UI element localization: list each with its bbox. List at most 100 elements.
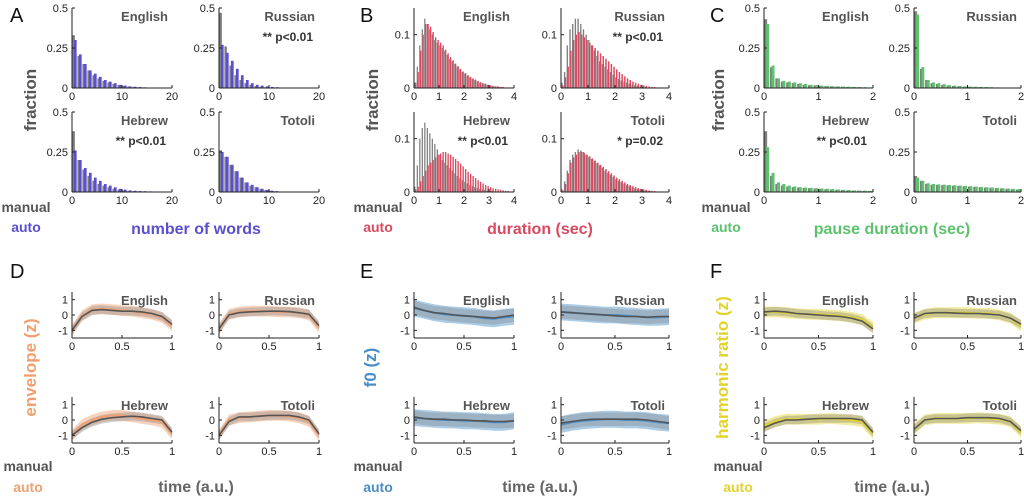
bar-auto [499, 86, 502, 88]
language-label: Russian [264, 9, 315, 24]
bar-manual [436, 42, 438, 88]
bar-auto [482, 183, 484, 192]
bar-auto [472, 78, 474, 88]
bar-auto [245, 80, 249, 88]
y-tick-label: 1 [62, 295, 68, 307]
bar-manual [254, 187, 257, 192]
significance-label: ** p<0.01 [613, 30, 664, 44]
bar-auto [637, 188, 640, 192]
bar-manual [444, 162, 446, 192]
line-manual [218, 414, 320, 436]
legend-manual: manual [701, 199, 750, 215]
y-tick-label: -1 [58, 325, 68, 337]
bar-manual [644, 190, 647, 192]
bar-manual [925, 184, 928, 192]
bar-auto [820, 85, 824, 88]
y-tick-label: -1 [547, 325, 557, 337]
subplot-russian: 0 1 2 3 4 0 0.1 Russian ** p<0.01 [542, 8, 672, 103]
y-tick-label: 0.5 [895, 3, 910, 15]
bar-auto [472, 176, 474, 192]
bar-manual [479, 82, 481, 88]
bar-auto [467, 75, 469, 88]
bar-auto [73, 40, 77, 88]
bar-manual [590, 158, 593, 192]
bar-manual [983, 187, 987, 192]
bar-auto [613, 175, 615, 192]
bar-manual [484, 83, 486, 88]
y-tick-label: 0.5 [200, 107, 215, 119]
bar-manual [434, 144, 436, 192]
x-axis-label: time (a.u.) [854, 479, 930, 496]
bar-auto [985, 187, 989, 192]
bar-manual [989, 187, 993, 192]
bar-auto [602, 166, 605, 192]
y-tick-label: 0.25 [47, 43, 68, 55]
bar-manual [626, 82, 628, 88]
bar-manual [946, 85, 950, 88]
legend-manual: manual [3, 458, 52, 474]
bar-manual [628, 83, 631, 88]
bar-manual [494, 86, 496, 88]
bar-auto [439, 153, 442, 192]
bar-manual [239, 177, 242, 192]
bar-manual [577, 149, 579, 192]
bar-auto [113, 187, 117, 192]
bar-manual [439, 154, 441, 192]
bar-auto [73, 150, 77, 192]
bar-manual [582, 152, 585, 192]
y-tick-label: 0 [209, 187, 215, 199]
bar-auto [583, 153, 586, 192]
bar-auto [78, 160, 82, 192]
bar-manual [446, 165, 448, 192]
bar-auto [826, 85, 830, 88]
bar-manual [416, 66, 418, 88]
bar-manual [77, 56, 80, 88]
bar-auto [597, 50, 599, 88]
bar-manual [127, 86, 130, 88]
bar-auto [564, 77, 567, 88]
bar-manual [122, 190, 125, 192]
y-tick-label: 0 [754, 187, 760, 199]
x-tick-label: 10 [116, 91, 128, 103]
bar-manual [607, 69, 609, 88]
bar-manual [474, 187, 476, 192]
bar-auto [589, 42, 591, 88]
x-tick-label: 1 [436, 91, 442, 103]
y-tick-label: 0 [404, 83, 410, 95]
bar-manual [122, 85, 125, 88]
bar-auto [793, 186, 797, 192]
significance-label: ** p<0.01 [263, 30, 314, 44]
bar-manual [224, 156, 227, 192]
bar-manual [446, 54, 448, 88]
bar-auto [502, 190, 504, 192]
bar-manual [92, 180, 95, 192]
subplot-totoli: 0 0.5 1-101 Totoli [900, 397, 1024, 458]
bar-auto [427, 165, 429, 192]
bar-manual [620, 182, 622, 192]
bar-auto [564, 184, 567, 192]
y-tick-label: 0.1 [542, 134, 557, 146]
bar-manual [994, 188, 998, 192]
bar-manual [461, 72, 463, 88]
bar-manual [481, 189, 483, 192]
bar-auto [123, 189, 127, 192]
x-tick-label: 0.5 [607, 446, 622, 458]
bar-auto [492, 188, 494, 192]
bar-auto [836, 189, 840, 192]
bar-manual [259, 188, 262, 192]
bar-auto [942, 84, 946, 88]
bar-auto [454, 158, 457, 192]
bar-manual [588, 156, 590, 192]
bar-manual [471, 78, 473, 88]
bar-manual [797, 84, 800, 88]
band-auto [72, 303, 172, 336]
line-manual [913, 311, 1022, 325]
bar-auto [108, 81, 112, 88]
subplot-russian: 0 0.5 1-101 Russian [547, 292, 672, 353]
bar-manual [499, 86, 501, 88]
legend-manual: manual [353, 458, 402, 474]
bar-auto [826, 188, 830, 192]
legend-auto: auto [723, 479, 753, 495]
legend-manual: manual [1, 199, 50, 215]
y-tick-label: 0 [904, 310, 910, 322]
